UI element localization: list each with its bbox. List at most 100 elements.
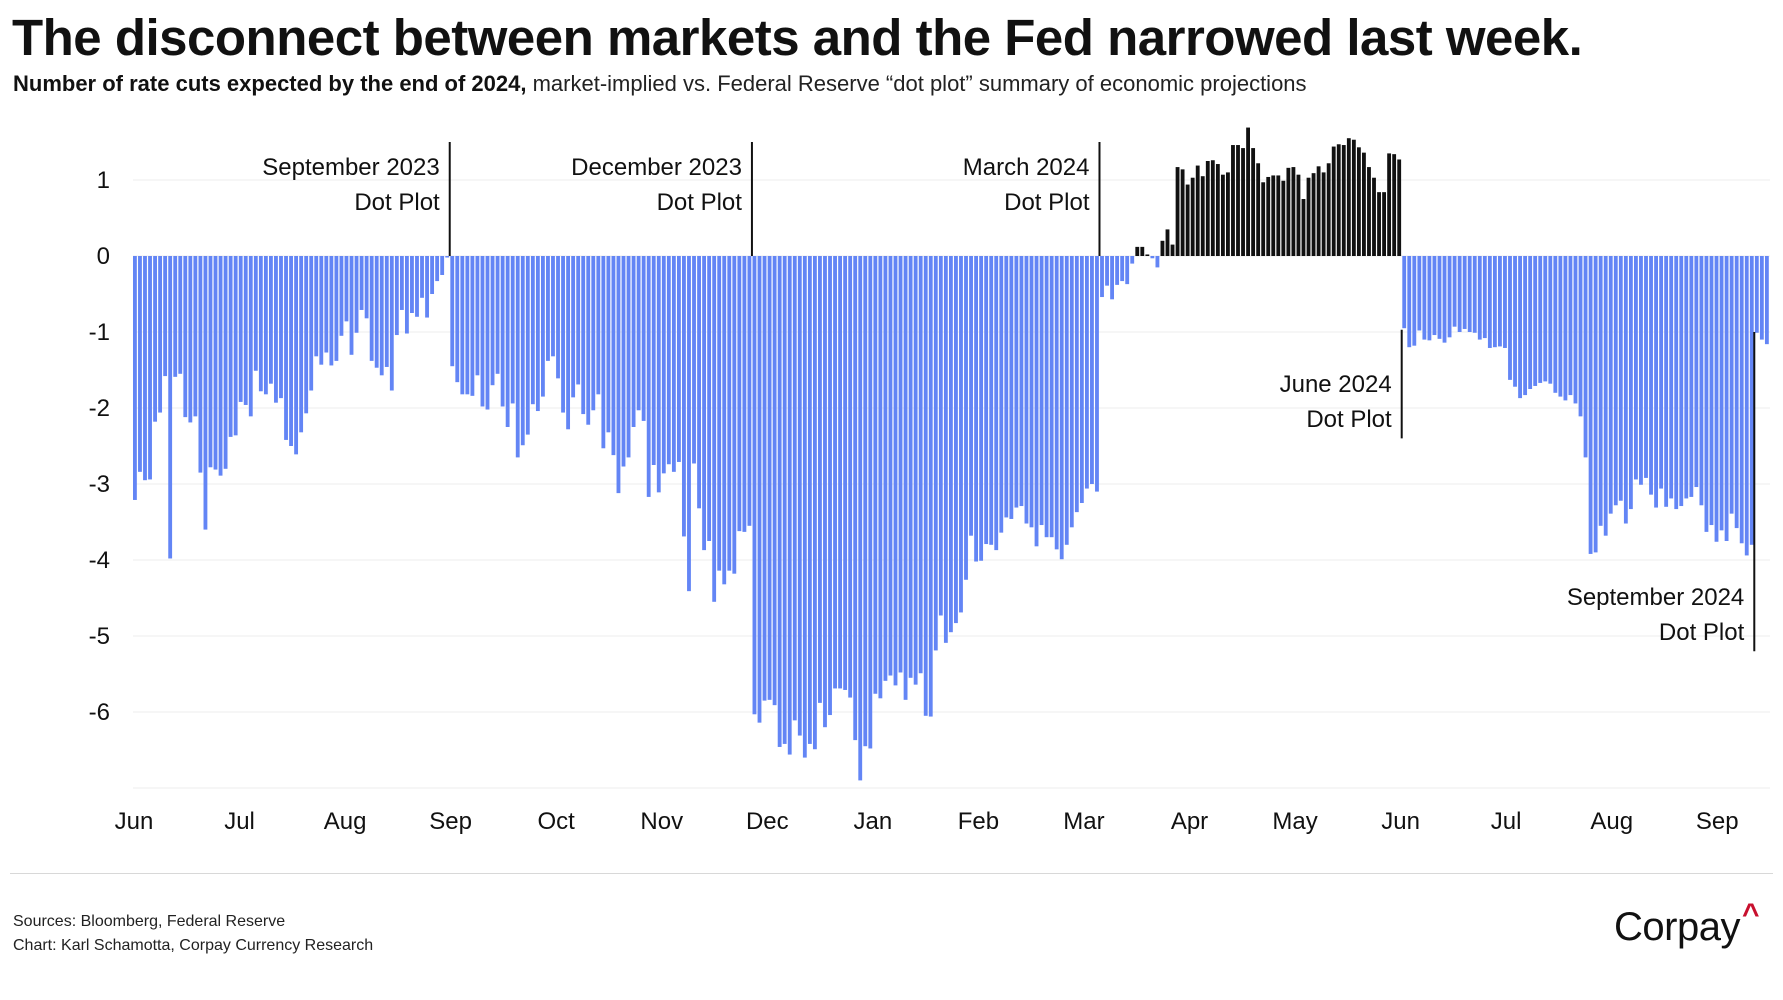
bar [1462, 256, 1467, 329]
bar [143, 256, 147, 481]
bar [460, 256, 465, 395]
bar [1150, 256, 1155, 259]
bar [1593, 256, 1598, 553]
bar [1674, 256, 1679, 510]
bar [853, 256, 858, 741]
x-tick-label: Aug [324, 808, 367, 835]
bar [1019, 256, 1024, 507]
bar [1724, 256, 1729, 541]
bar [258, 256, 263, 392]
bar [671, 256, 676, 472]
bar [329, 256, 334, 366]
x-tick-label: Jul [224, 808, 255, 835]
bar [782, 256, 787, 744]
chart-subtitle: Number of rate cuts expected by the end … [13, 71, 1307, 97]
annotations: September 2023 Dot Plot December 2023 Dot P… [262, 142, 1756, 652]
bar [1029, 256, 1034, 528]
annotation-sublabel: Dot Plot [1306, 406, 1392, 433]
bar [571, 256, 576, 398]
bar [732, 256, 737, 574]
x-tick-label: Jun [115, 808, 154, 835]
bar [1613, 256, 1618, 506]
bar [1351, 139, 1356, 256]
bar [948, 256, 953, 633]
bar [1457, 256, 1462, 332]
bar [525, 256, 530, 435]
bar [535, 256, 540, 412]
bar [1639, 256, 1643, 485]
bar [1427, 256, 1432, 341]
bar [1543, 256, 1548, 382]
bar [1170, 244, 1175, 256]
bar [1523, 256, 1528, 396]
y-tick-label: -5 [89, 623, 110, 650]
bar [546, 256, 550, 361]
y-tick-label: -6 [89, 699, 110, 726]
annotation-sublabel: Dot Plot [1659, 619, 1745, 646]
bar [1402, 256, 1407, 329]
bar [596, 256, 601, 395]
bar [183, 256, 188, 418]
bar [1442, 256, 1447, 343]
bar [752, 256, 757, 715]
bar [1049, 256, 1054, 538]
bar [606, 256, 611, 433]
bar [1346, 138, 1351, 256]
bar [485, 256, 490, 410]
bar [1618, 256, 1623, 501]
bar [163, 256, 168, 377]
bar [1190, 177, 1195, 256]
x-tick-label: May [1272, 808, 1317, 835]
bar [762, 256, 767, 701]
bar [687, 256, 691, 592]
bar [289, 256, 293, 446]
bar [1014, 256, 1019, 508]
bar [651, 256, 656, 465]
bar [702, 256, 707, 551]
bar [848, 256, 853, 698]
bar [243, 256, 248, 405]
bar [1044, 256, 1049, 538]
x-tick-label: Sep [429, 808, 472, 835]
bar [1623, 256, 1628, 524]
bar [1220, 174, 1225, 256]
bar [566, 256, 571, 430]
bar [1649, 256, 1653, 495]
bar [334, 256, 339, 361]
bar [707, 256, 712, 541]
bar-chart: 1 0 -1 -2 -3 -4 -5 -6 Jun Jul Aug Sep Oct Nov Dec Jan F… [89, 127, 1770, 835]
bar [898, 256, 903, 673]
bar [530, 256, 535, 405]
bar [404, 256, 409, 334]
bar [500, 256, 505, 407]
bar [379, 256, 384, 376]
annotation-sublabel: Dot Plot [354, 189, 440, 216]
bar [656, 256, 661, 493]
bar [1392, 154, 1397, 256]
bar [616, 256, 621, 494]
bar [868, 256, 873, 749]
bar [938, 256, 943, 616]
bar [314, 256, 319, 357]
logo-caret-icon: ^ [1741, 898, 1760, 931]
bar [666, 256, 671, 465]
bar [309, 256, 314, 391]
bar [797, 256, 802, 736]
bar [1528, 256, 1533, 389]
chart-title: The disconnect between markets and the F… [12, 9, 1583, 66]
bar [319, 256, 324, 365]
bar [692, 256, 696, 464]
bar [440, 256, 445, 275]
bar [792, 256, 797, 721]
bar [1034, 256, 1039, 547]
dot-plot-annotation: September 2023 Dot Plot [262, 142, 451, 256]
bar [933, 256, 938, 651]
annotation-label: March 2024 [963, 154, 1090, 181]
bar [364, 256, 369, 319]
bar [908, 256, 913, 678]
bar [626, 256, 631, 458]
bar [1336, 144, 1341, 256]
bar [1165, 229, 1170, 256]
bar [1628, 256, 1633, 510]
bar [1261, 182, 1266, 256]
